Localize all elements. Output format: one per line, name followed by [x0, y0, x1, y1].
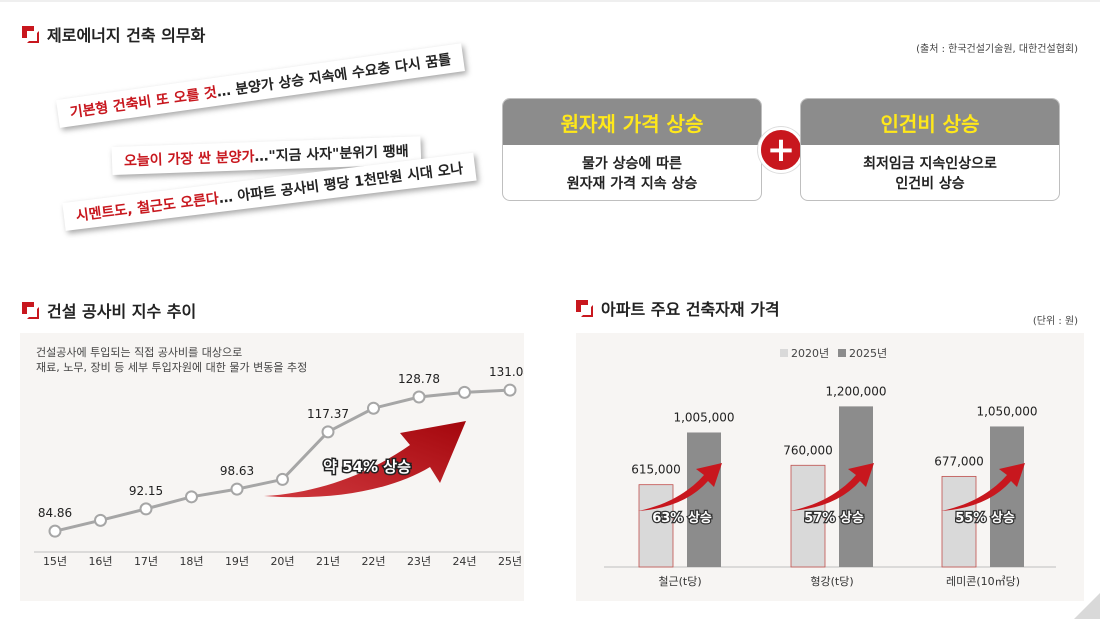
cause-card-materials-line-1: 물가 상승에 따른	[582, 155, 682, 172]
headline-1-rest: … 분양가 상승 지속에 수요층 다시 꿈틀	[215, 51, 453, 101]
index-section-title: 건설 공사비 지수 추이	[47, 302, 197, 321]
headline-3-highlight: 시멘트도, 철근도 오른다	[75, 191, 220, 225]
index-chart-desc-line-1: 건설공사에 투입되는 직접 공사비를 대상으로	[36, 346, 243, 359]
bar-value-label: 677,000	[934, 454, 984, 468]
index-point	[321, 425, 335, 439]
page-title: 제로에너지 건축 의무화	[47, 26, 206, 45]
bar-2020	[638, 484, 674, 568]
page-corner-fold	[1074, 593, 1100, 619]
cause-card-materials-line-2: 원자재 가격 지속 상승	[566, 175, 698, 192]
x-tick-label: 19년	[225, 555, 249, 568]
x-tick-label: 18년	[179, 555, 203, 568]
x-tick-label: 22년	[361, 555, 385, 568]
growth-arrow-small	[790, 463, 874, 511]
cause-card-labor: 인건비 상승 최저임금 지속인상으로 인건비 상승	[800, 98, 1060, 201]
x-tick-label: 레미콘(10㎥당)	[946, 575, 1020, 588]
brand-logo-icon	[22, 25, 39, 43]
data-label: 92.15	[129, 484, 163, 498]
material-section-title-block: 아파트 주요 건축자재 가격	[576, 296, 780, 320]
bar-value-label: 1,050,000	[976, 404, 1037, 418]
index-point	[412, 390, 426, 404]
index-point	[276, 472, 289, 486]
data-label: 117.37	[307, 407, 349, 421]
material-section-title: 아파트 주요 건축자재 가격	[601, 300, 780, 319]
x-tick-label: 23년	[407, 555, 431, 568]
bar-2020	[941, 475, 977, 568]
cause-card-materials-title: 원자재 가격 상승	[503, 99, 761, 145]
growth-arrow	[264, 421, 466, 498]
x-tick-label: 16년	[88, 555, 112, 568]
index-point	[48, 524, 62, 538]
growth-label: 57% 상승	[804, 511, 864, 526]
cause-card-labor-line-2: 인건비 상승	[895, 175, 965, 192]
construction-cost-index-chart: 15년 84.86 16년 17년 92.15 18년 19년 98.63 20년 21년 117.…	[34, 365, 524, 568]
plus-icon: +	[758, 127, 804, 173]
bar-2025	[990, 426, 1024, 567]
cause-card-labor-title: 인건비 상승	[801, 99, 1059, 145]
growth-label: 55% 상승	[955, 511, 1015, 526]
data-label: 84.86	[38, 506, 72, 520]
bar-value-label: 615,000	[631, 463, 681, 477]
growth-annotation: 약 54% 상승	[323, 458, 411, 476]
legend-label: 2025년	[849, 347, 887, 360]
x-tick-label: 17년	[134, 555, 158, 568]
brand-logo-icon	[22, 301, 39, 319]
bar-value-label: 760,000	[783, 443, 833, 457]
index-section-title-block: 건설 공사비 지수 추이	[22, 298, 196, 322]
x-tick-label: 형강(t당)	[810, 575, 853, 588]
cause-card-materials: 원자재 가격 상승 물가 상승에 따른 원자재 가격 지속 상승	[502, 98, 762, 201]
top-rule	[0, 0, 1100, 2]
headline-2-rest: …"지금 사자"분위기 팽배	[254, 143, 409, 166]
brand-logo-icon	[576, 299, 593, 317]
x-tick-label: 25년	[498, 555, 522, 568]
legend-swatch	[838, 349, 846, 357]
x-tick-label: 21년	[316, 555, 340, 568]
growth-arrow-small	[941, 463, 1025, 511]
legend-swatch	[780, 349, 788, 357]
index-chart-description: 건설공사에 투입되는 직접 공사비를 대상으로 재료, 노무, 장비 등 세부 …	[36, 345, 307, 375]
index-point	[503, 383, 517, 397]
data-label: 98.63	[220, 464, 254, 478]
x-tick-label: 15년	[43, 555, 67, 568]
index-point	[185, 490, 198, 504]
x-tick-label: 24년	[452, 555, 476, 568]
cause-card-labor-line-1: 최저임금 지속인상으로	[863, 155, 997, 172]
source-note: (출처 : 한국건설기술원, 대한건설협회)	[916, 44, 1078, 55]
index-point	[367, 401, 380, 415]
growth-label: 63% 상승	[652, 511, 712, 526]
growth-arrow-small	[638, 463, 722, 511]
x-tick-label: 20년	[270, 555, 294, 568]
bar-value-label: 1,200,000	[825, 384, 886, 398]
headline-1-highlight: 기본형 건축비 또 오를 것	[68, 84, 218, 122]
bar-value-label: 1,005,000	[673, 410, 734, 424]
bar-2025	[687, 432, 721, 567]
cause-card-materials-body: 물가 상승에 따른 원자재 가격 지속 상승	[503, 145, 761, 200]
bar-2020	[790, 464, 826, 568]
headline-1: 기본형 건축비 또 오를 것… 분양가 상승 지속에 수요층 다시 꿈틀	[56, 43, 465, 128]
index-point	[94, 513, 107, 527]
index-point	[458, 385, 471, 399]
x-tick-label: 철근(t당)	[658, 575, 701, 588]
headline-2-highlight: 오늘이 가장 싼 분양가	[123, 149, 255, 170]
legend-label: 2020년	[791, 347, 829, 360]
index-point	[139, 502, 153, 516]
data-label: 128.78	[398, 372, 440, 386]
index-chart-desc-line-2: 재료, 노무, 장비 등 세부 투입자원에 대한 물가 변동을 추정	[36, 361, 308, 374]
data-label: 131.04	[489, 365, 524, 379]
cause-card-labor-body: 최저임금 지속인상으로 인건비 상승	[801, 145, 1059, 200]
page-title-block: 제로에너지 건축 의무화	[22, 22, 205, 46]
unit-note: (단위 : 원)	[1032, 316, 1078, 327]
index-point	[230, 482, 244, 496]
